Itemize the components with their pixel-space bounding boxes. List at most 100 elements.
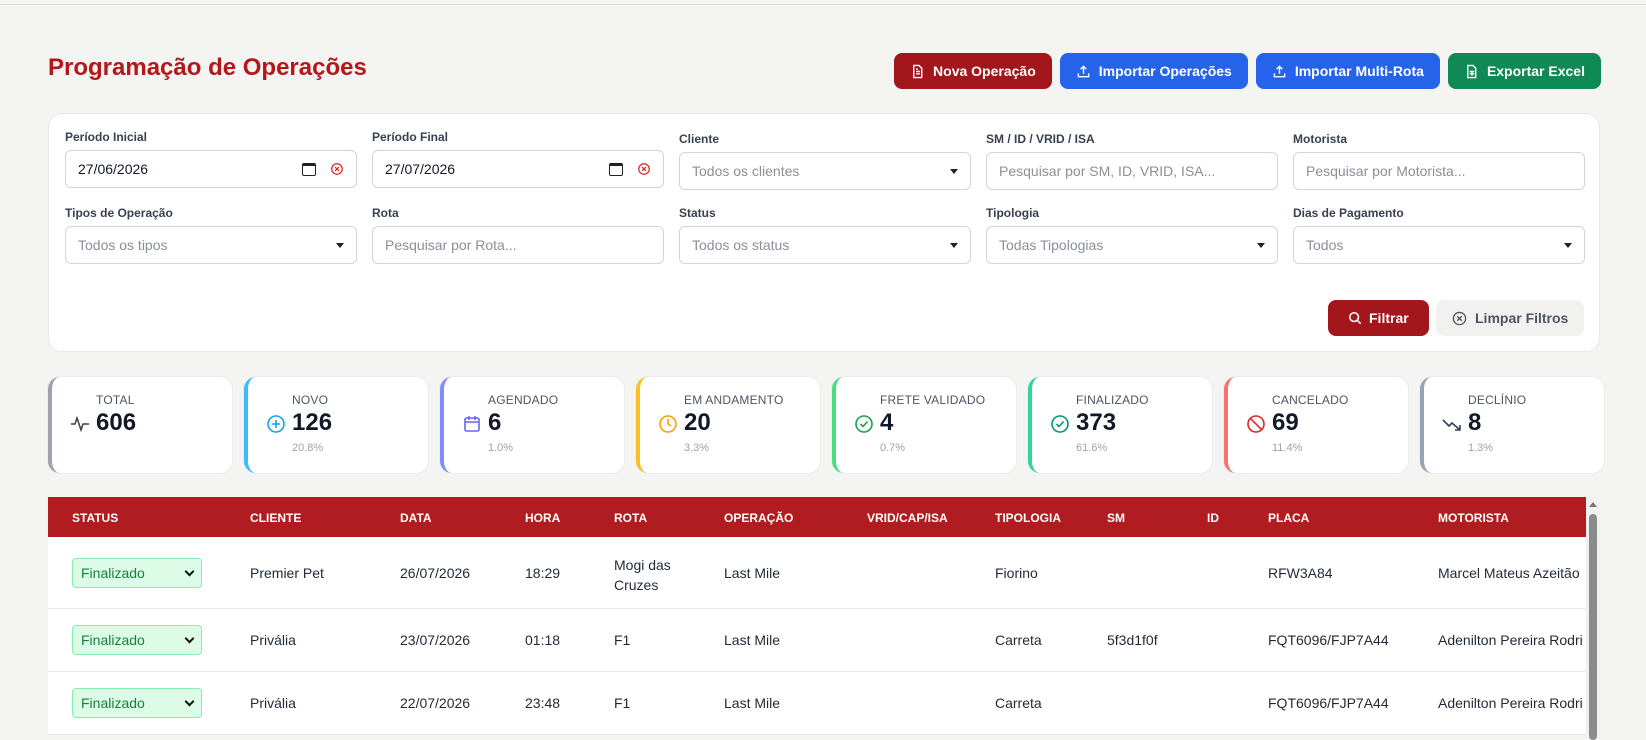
motorista-label: Motorista	[1293, 132, 1347, 146]
stat-card-frete-validado[interactable]: FRETE VALIDADO 4 0.7%	[832, 377, 1016, 473]
cell-cliente: Premier Pet	[250, 565, 324, 581]
scroll-thumb[interactable]	[1589, 514, 1597, 740]
periodo-inicial-value: 27/06/2026	[78, 161, 149, 177]
periodo-final-input[interactable]: 27/07/2026	[372, 150, 664, 188]
status-label: Status	[679, 206, 716, 220]
calendar-icon	[464, 416, 480, 432]
table-row[interactable]: Finalizado Premier Pet 26/07/2026 18:29 …	[48, 537, 1586, 609]
calendar-icon[interactable]	[609, 162, 623, 176]
stat-percent: 0.7%	[880, 442, 906, 454]
motorista-placeholder: Pesquisar por Motorista...	[1306, 163, 1466, 179]
importar-multi-rota-button[interactable]: Importar Multi-Rota	[1255, 53, 1440, 89]
table-row[interactable]: Finalizado Privália 22/07/2026 23:48 F1 …	[48, 672, 1586, 735]
cell-operacao: Last Mile	[724, 565, 781, 581]
dias-field: Dias de Pagamento Todos	[1293, 206, 1585, 264]
table-row[interactable]: Finalizado Privália 23/07/2026 01:18 F1 …	[48, 609, 1586, 672]
cell-data: 22/07/2026	[400, 695, 471, 711]
sm-input[interactable]: Pesquisar por SM, ID, VRID, ISA...	[986, 152, 1278, 190]
header-placa[interactable]: PLACA	[1268, 511, 1310, 525]
nova-operacao-label: Nova Operação	[933, 63, 1036, 79]
periodo-inicial-input[interactable]: 27/06/2026	[65, 150, 357, 188]
table-scrollbar[interactable]	[1586, 497, 1600, 740]
header-operacao[interactable]: OPERAÇÃO	[724, 511, 794, 525]
tipos-select[interactable]: Todos os tipos	[65, 226, 357, 264]
status-select[interactable]: Finalizado	[72, 688, 202, 718]
stat-card-agendado[interactable]: AGENDADO 6 1.0%	[440, 377, 624, 473]
stat-value: 373	[1076, 409, 1117, 436]
filtrar-button[interactable]: Filtrar	[1328, 300, 1429, 336]
sm-label: SM / ID / VRID / ISA	[986, 132, 1095, 146]
scroll-up-icon[interactable]	[1589, 502, 1597, 507]
importar-operacoes-button[interactable]: Importar Operações	[1059, 53, 1248, 89]
header-tipologia[interactable]: TIPOLOGIA	[995, 511, 1061, 525]
tipos-placeholder: Todos os tipos	[78, 237, 168, 253]
stat-label: FINALIZADO	[1076, 393, 1149, 407]
stat-label: CANCELADO	[1272, 393, 1349, 407]
cell-operacao: Last Mile	[724, 695, 781, 711]
upload-icon	[1273, 64, 1286, 77]
tipologia-select[interactable]: Todas Tipologias	[986, 226, 1278, 264]
tipologia-label: Tipologia	[986, 206, 1040, 220]
motorista-field: Motorista Pesquisar por Motorista...	[1293, 132, 1585, 190]
cliente-select[interactable]: Todos os clientes	[679, 152, 971, 190]
cell-hora: 01:18	[525, 632, 561, 648]
cell-hora: 18:29	[525, 565, 561, 581]
cell-motorista: Adenilton Pereira Rodri	[1438, 632, 1583, 648]
periodo-inicial-label: Período Inicial	[65, 130, 148, 144]
cell-cliente: Privália	[250, 695, 296, 711]
cliente-field: Cliente Todos os clientes	[679, 132, 971, 190]
header-status[interactable]: STATUS	[72, 511, 119, 525]
rota-input[interactable]: Pesquisar por Rota...	[372, 226, 664, 264]
cell-cliente: Privália	[250, 632, 296, 648]
status-field: Status Todos os status	[679, 206, 971, 264]
stat-card-declinio[interactable]: DECLÍNIO 8 1.3%	[1420, 377, 1604, 473]
cell-tipologia: Carreta	[995, 695, 1042, 711]
header-id[interactable]: ID	[1207, 511, 1219, 525]
status-select[interactable]: Todos os status	[679, 226, 971, 264]
search-icon	[1348, 311, 1362, 325]
limpar-filtros-button[interactable]: Limpar Filtros	[1436, 300, 1585, 336]
calendar-icon[interactable]	[302, 162, 316, 176]
tipos-label: Tipos de Operação	[65, 206, 173, 220]
motorista-input[interactable]: Pesquisar por Motorista...	[1293, 152, 1585, 190]
header-cliente[interactable]: CLIENTE	[250, 511, 302, 525]
exportar-excel-label: Exportar Excel	[1486, 63, 1585, 79]
header-vrid[interactable]: VRID/CAP/ISA	[867, 511, 948, 525]
nova-operacao-button[interactable]: Nova Operação	[894, 53, 1052, 89]
header-rota[interactable]: ROTA	[614, 511, 648, 525]
dias-select[interactable]: Todos	[1293, 226, 1585, 264]
stat-label: DECLÍNIO	[1468, 393, 1527, 407]
operations-table: STATUS CLIENTE DATA HORA ROTA OPERAÇÃO V…	[48, 497, 1628, 740]
dias-placeholder: Todos	[1306, 237, 1344, 253]
table-header: STATUS CLIENTE DATA HORA ROTA OPERAÇÃO V…	[48, 497, 1586, 537]
header-data[interactable]: DATA	[400, 511, 432, 525]
cell-placa: FQT6096/FJP7A44	[1268, 695, 1389, 711]
cell-rota: F1	[614, 695, 631, 711]
stat-card-total[interactable]: TOTAL 606	[48, 377, 232, 473]
status-select[interactable]: Finalizado	[72, 625, 202, 655]
cell-tipologia: Carreta	[995, 632, 1042, 648]
stat-label: TOTAL	[96, 393, 135, 407]
stat-card-em-andamento[interactable]: EM ANDAMENTO 20 3.3%	[636, 377, 820, 473]
clear-circle-icon[interactable]	[637, 162, 651, 176]
exportar-excel-button[interactable]: Exportar Excel	[1447, 53, 1601, 89]
action-bar: Nova Operação Importar Operações Importa…	[894, 53, 1601, 89]
header-sm[interactable]: SM	[1107, 511, 1125, 525]
stat-label: AGENDADO	[488, 393, 559, 407]
rota-field: Rota Pesquisar por Rota...	[372, 206, 664, 264]
stat-card-cancelado[interactable]: CANCELADO 69 11.4%	[1224, 377, 1408, 473]
cell-rota: F1	[614, 632, 631, 648]
top-divider	[0, 4, 1646, 5]
clear-circle-icon[interactable]	[330, 162, 344, 176]
stat-card-finalizado[interactable]: FINALIZADO 373 61.6%	[1028, 377, 1212, 473]
cell-tipologia: Fiorino	[995, 565, 1038, 581]
cell-data: 23/07/2026	[400, 632, 471, 648]
header-motorista[interactable]: MOTORISTA	[1438, 511, 1509, 525]
status-select[interactable]: Finalizado	[72, 558, 202, 588]
check-circle-icon	[1051, 415, 1069, 433]
cell-rota: Mogi das Cruzes	[614, 557, 671, 593]
cell-sm: 5f3d1f0f	[1107, 632, 1158, 648]
cliente-label: Cliente	[679, 132, 720, 146]
stat-card-novo[interactable]: NOVO 126 20.8%	[244, 377, 428, 473]
header-hora[interactable]: HORA	[525, 511, 561, 525]
